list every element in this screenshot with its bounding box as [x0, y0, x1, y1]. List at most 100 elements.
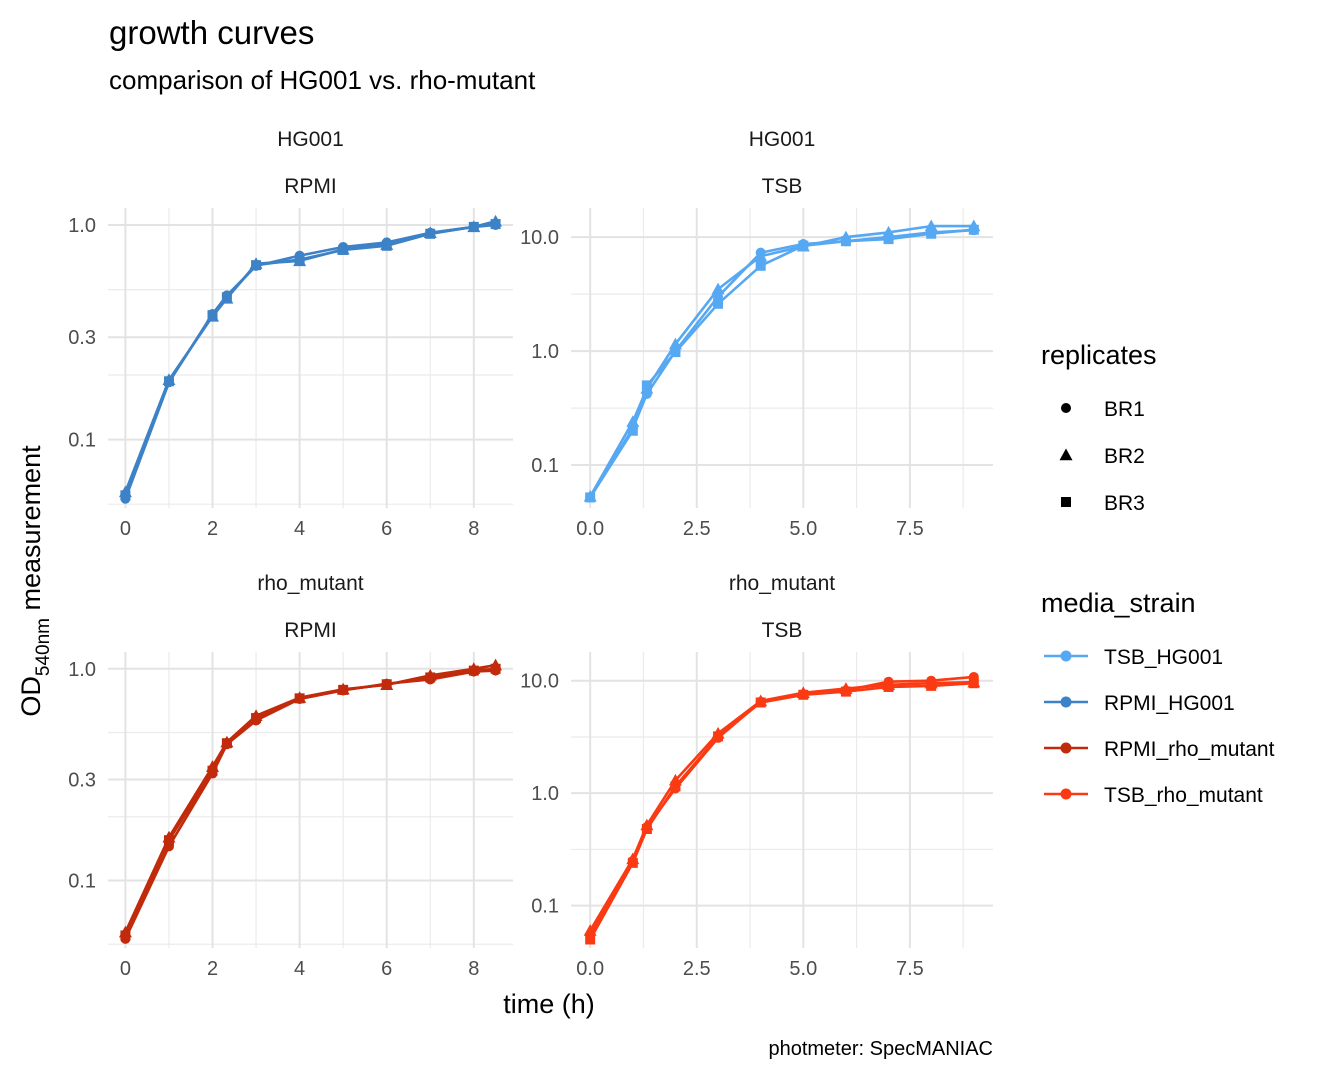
y-tick-label: 10.0: [520, 227, 559, 249]
strip-strain-label: rho_mutant: [729, 572, 835, 595]
data-point-BR3: [294, 693, 305, 704]
x-tick-label: 0.0: [576, 518, 604, 540]
x-tick-label: 6: [381, 958, 392, 980]
data-point-BR3: [468, 665, 479, 676]
data-point-BR3: [755, 697, 766, 708]
x-tick-label: 7.5: [896, 958, 924, 980]
data-point-BR3: [221, 292, 232, 303]
data-point-BR2: [626, 415, 640, 427]
y-tick-label: 0.3: [68, 769, 96, 791]
series-line-BR2: [124, 663, 496, 933]
legend-key-point-RPMI_rho_mutant: [1060, 742, 1072, 754]
y-tick-label: 10.0: [520, 671, 559, 693]
data-point-BR3: [221, 738, 232, 749]
x-tick-label: 2.5: [683, 518, 711, 540]
y-tick-label: 0.1: [68, 430, 96, 452]
data-point-BR3: [120, 930, 131, 941]
y-tick-label: 0.1: [531, 896, 559, 918]
y-tick-label: 1.0: [68, 659, 96, 681]
series-line-BR2: [589, 224, 974, 498]
series-line-BR3: [124, 222, 496, 496]
strip-media-label: RPMI: [284, 619, 337, 642]
series-line-BR3: [589, 681, 974, 941]
y-axis-title-subscript: 540nm: [33, 618, 54, 676]
data-point-BR3: [840, 686, 851, 697]
series-line-BR1: [589, 228, 974, 499]
series-line-BR3: [124, 667, 496, 937]
legend-label-BR3: BR3: [1104, 492, 1145, 515]
y-tick-label: 0.1: [68, 871, 96, 893]
facet-panels: HG001 RPMI 0.1 0.3 1.0 0 2 4 6 8 HG001 TSB 0.1 1.0 10.…: [68, 128, 993, 980]
data-point-BR3: [381, 240, 392, 251]
data-point-BR3: [883, 681, 894, 692]
data-point-BR3: [641, 824, 652, 835]
data-point-BR3: [490, 663, 501, 674]
data-point-BR3: [798, 689, 809, 700]
data-point-BR3: [294, 254, 305, 265]
legend-label-TSB_HG001: TSB_HG001: [1104, 646, 1223, 669]
data-point-BR3: [670, 347, 681, 358]
panel-RPMI_HG001: HG001 RPMI 0.1 0.3 1.0 0 2 4 6 8: [68, 128, 513, 540]
data-point-BR3: [163, 835, 174, 846]
x-tick-label: 8: [468, 958, 479, 980]
data-point-BR3: [207, 765, 218, 776]
legend-key-point-RPMI_HG001: [1060, 696, 1072, 708]
y-tick-label: 0.1: [531, 455, 559, 477]
legend-key-BR3: [1061, 497, 1071, 507]
x-axis-title: time (h): [503, 989, 595, 1019]
legend-label-RPMI_HG001: RPMI_HG001: [1104, 692, 1235, 715]
chart-subtitle: comparison of HG001 vs. rho-mutant: [109, 65, 536, 95]
x-tick-label: 0: [120, 958, 131, 980]
legend-media-strain-title: media_strain: [1041, 588, 1196, 618]
y-tick-label: 0.3: [68, 327, 96, 349]
x-tick-label: 4: [294, 958, 305, 980]
strip-strain-label: HG001: [277, 128, 344, 151]
chart-title: growth curves: [109, 14, 314, 51]
data-point-BR3: [627, 857, 638, 868]
legend-label-BR2: BR2: [1104, 445, 1145, 468]
strip-media-label: TSB: [762, 619, 803, 642]
data-point-BR3: [670, 781, 681, 792]
x-tick-label: 8: [468, 518, 479, 540]
data-point-BR2: [924, 219, 938, 232]
panel-TSB_HG001: HG001 TSB 0.1 1.0 10.0 0.0 2.5 5.0 7.5: [520, 128, 993, 540]
series-line-BR3: [589, 228, 974, 499]
panel-TSB_rho_mutant: rho_mutant TSB 0.1 1.0 10.0 0.0 2.5 5.0 7.5: [520, 572, 993, 980]
legend-label-BR1: BR1: [1104, 398, 1145, 421]
data-point-BR3: [755, 260, 766, 271]
data-point-BR3: [120, 490, 131, 501]
strip-strain-label: HG001: [749, 128, 816, 151]
data-point-BR3: [713, 298, 724, 309]
data-point-BR3: [468, 221, 479, 232]
x-tick-label: 2.5: [683, 958, 711, 980]
series-line-BR2: [124, 220, 496, 493]
y-axis-title-rest: measurement: [16, 445, 46, 618]
chart-caption: photmeter: SpecMANIAC: [768, 1038, 993, 1060]
data-point-BR3: [627, 425, 638, 436]
data-point-BR3: [926, 228, 937, 239]
legend-key-point-TSB_rho_mutant: [1060, 788, 1072, 800]
legend-key-BR2: [1059, 448, 1073, 461]
legend-label-TSB_rho_mutant: TSB_rho_mutant: [1104, 784, 1263, 807]
x-tick-label: 7.5: [896, 518, 924, 540]
x-tick-label: 0.0: [576, 958, 604, 980]
data-point-BR3: [713, 731, 724, 742]
data-point-BR3: [641, 380, 652, 391]
legend-label-RPMI_rho_mutant: RPMI_rho_mutant: [1104, 738, 1275, 761]
panel-RPMI_rho_mutant: rho_mutant RPMI 0.1 0.3 1.0 0 2 4 6 8: [68, 572, 513, 980]
data-point-BR3: [968, 678, 979, 689]
data-point-BR3: [585, 934, 596, 945]
data-point-BR3: [338, 244, 349, 255]
strip-media-label: RPMI: [284, 175, 337, 198]
data-point-BR3: [798, 240, 809, 251]
data-point-BR3: [251, 713, 262, 724]
legend-media-strain: media_strain TSB_HG001 RPMI_HG001 RPMI_rho…: [1041, 588, 1275, 807]
x-tick-label: 2: [207, 958, 218, 980]
data-point-BR2: [583, 924, 597, 936]
data-point-BR3: [425, 228, 436, 239]
y-tick-label: 1.0: [531, 341, 559, 363]
data-point-BR3: [425, 672, 436, 683]
legend-replicates: replicates BR1 BR2 BR3: [1041, 340, 1157, 515]
legend-key-BR1: [1061, 403, 1071, 413]
